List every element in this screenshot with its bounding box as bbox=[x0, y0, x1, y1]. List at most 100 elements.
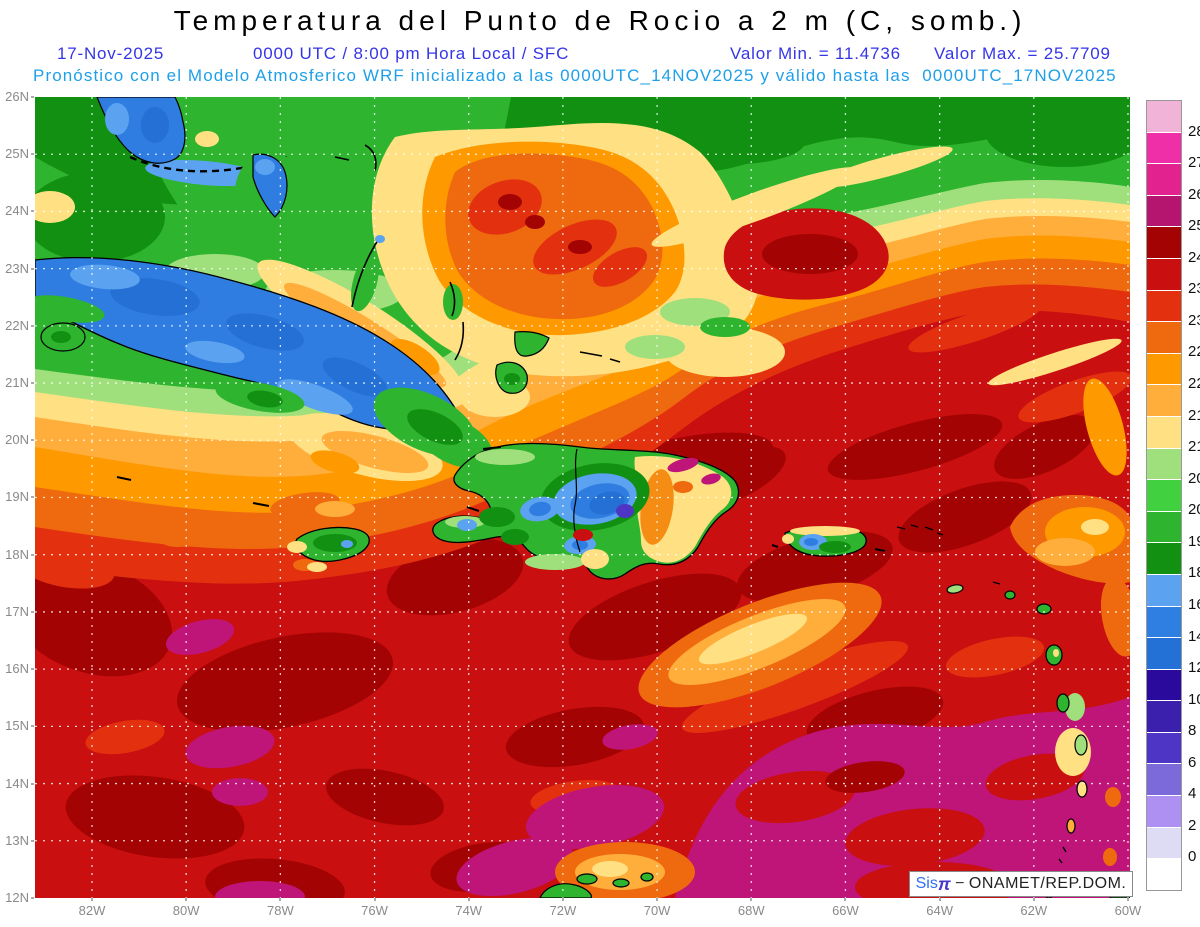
lat-label: 19N bbox=[5, 489, 29, 505]
southeast-orange-streak bbox=[638, 582, 909, 733]
lon-tick bbox=[750, 898, 753, 901]
lat-tick bbox=[31, 267, 34, 270]
colorbar-segment bbox=[1147, 574, 1181, 607]
lat-label: 15N bbox=[5, 718, 29, 734]
colorbar-segment bbox=[1147, 416, 1181, 449]
tortuga-island bbox=[482, 446, 502, 450]
colorbar-label: 28 bbox=[1188, 122, 1200, 140]
colorbar-segment bbox=[1147, 290, 1181, 323]
lon-label: 74W bbox=[455, 903, 483, 918]
lat-label: 21N bbox=[5, 375, 29, 391]
colorbar-label: 14 bbox=[1188, 627, 1200, 645]
lat-label: 12N bbox=[5, 889, 29, 905]
watermark-org: ONAMET/REP.DOM. bbox=[968, 875, 1127, 892]
colorbar-label: 4 bbox=[1188, 785, 1197, 803]
colorbar-label: 2 bbox=[1188, 816, 1197, 834]
colorbar-segment bbox=[1147, 796, 1181, 828]
lon-tick bbox=[467, 898, 470, 901]
lat-tick bbox=[31, 496, 34, 499]
east-edge-orange-zone bbox=[1010, 495, 1130, 657]
lon-tick bbox=[656, 898, 659, 901]
lon-tick bbox=[938, 898, 941, 901]
lat-label: 24N bbox=[5, 203, 29, 219]
colorbar-segment bbox=[1147, 543, 1181, 575]
lon-tick bbox=[844, 898, 847, 901]
lon-label: 62W bbox=[1020, 903, 1048, 918]
pi-icon: π bbox=[937, 873, 951, 894]
colorbar bbox=[1146, 100, 1182, 891]
lon-tick bbox=[279, 898, 282, 901]
hispaniola-island bbox=[432, 442, 740, 580]
lat-label: 23N bbox=[5, 260, 29, 276]
lon-tick bbox=[185, 898, 188, 901]
lon-label: 60W bbox=[1114, 903, 1142, 918]
page-title: Temperatura del Punto de Rocio a 2 m (C,… bbox=[173, 5, 1027, 36]
magenta-patches bbox=[165, 619, 1130, 898]
lon-label: 76W bbox=[361, 903, 388, 918]
lat-tick bbox=[31, 896, 34, 899]
value-min-label: Valor Min. = 11.4736 bbox=[730, 44, 901, 63]
colorbar-label: 20.5 bbox=[1188, 469, 1200, 487]
colorbar-label: 18 bbox=[1188, 564, 1200, 582]
lon-label: 64W bbox=[926, 903, 953, 918]
colorbar-segment bbox=[1147, 195, 1181, 228]
colorbar-segment bbox=[1147, 638, 1181, 670]
colorbar-segment bbox=[1147, 258, 1181, 291]
lat-tick bbox=[31, 553, 34, 556]
watermark-brand: Sis bbox=[915, 875, 938, 892]
colorbar-label: 16 bbox=[1188, 595, 1200, 613]
puerto-rico-island bbox=[771, 526, 886, 557]
lat-tick bbox=[31, 839, 34, 842]
forecast-time: 0000 UTC / 8:00 pm Hora Local / SFC bbox=[253, 44, 570, 63]
colorbar-label: 19 bbox=[1188, 532, 1200, 550]
colorbar-segment bbox=[1147, 227, 1181, 259]
cayman-islands bbox=[116, 476, 132, 481]
colorbar-label: 27 bbox=[1188, 154, 1200, 172]
colorbar-segment bbox=[1147, 480, 1181, 512]
colorbar-label: 0 bbox=[1188, 848, 1197, 866]
colorbar-segment bbox=[1147, 101, 1181, 133]
lon-label: 80W bbox=[172, 903, 200, 918]
watermark-box: Sis π − ONAMET/REP.DOM. bbox=[909, 871, 1133, 897]
colorbar-segment bbox=[1147, 385, 1181, 417]
colorbar-segment bbox=[1147, 448, 1181, 481]
lat-tick bbox=[31, 725, 34, 728]
lat-label: 13N bbox=[5, 832, 29, 848]
lat-label: 17N bbox=[5, 603, 29, 619]
colorbar-label: 25 bbox=[1188, 217, 1200, 235]
lat-label: 22N bbox=[5, 317, 29, 333]
colorbar-segment bbox=[1147, 701, 1181, 733]
cuba-island bbox=[35, 257, 493, 510]
florida-keys bbox=[129, 155, 288, 173]
watermark-dash: − bbox=[950, 875, 969, 892]
lat-label: 20N bbox=[5, 432, 29, 448]
colorbar-label: 22.5 bbox=[1188, 343, 1200, 361]
violet-core bbox=[616, 504, 634, 518]
forecast-date: 17-Nov-2025 bbox=[57, 44, 165, 63]
lat-tick bbox=[31, 324, 34, 327]
colorbar-label: 23.5 bbox=[1188, 280, 1200, 298]
colorbar-segment bbox=[1147, 164, 1181, 196]
colorbar-segment bbox=[1147, 827, 1181, 860]
lon-label: 78W bbox=[266, 903, 294, 918]
lat-tick bbox=[31, 668, 34, 671]
colorbar-label: 10 bbox=[1188, 690, 1200, 708]
lat-tick bbox=[31, 439, 34, 442]
lat-tick bbox=[31, 153, 34, 156]
lon-tick bbox=[91, 898, 93, 901]
gonave-island bbox=[466, 506, 480, 512]
colorbar-segment bbox=[1147, 132, 1181, 165]
gridlines bbox=[35, 97, 1130, 898]
colorbar-label: 21.5 bbox=[1188, 406, 1200, 424]
lat-label: 14N bbox=[5, 775, 29, 791]
lon-tick bbox=[561, 898, 564, 901]
vieques-island bbox=[874, 548, 886, 552]
colorbar-segment bbox=[1147, 859, 1181, 890]
florida-peninsula bbox=[96, 97, 288, 187]
colorbar-segment bbox=[1147, 322, 1181, 354]
lon-tick bbox=[1126, 898, 1129, 901]
lon-tick bbox=[373, 898, 376, 901]
lon-label: 72W bbox=[549, 903, 577, 918]
colorbar-segment bbox=[1147, 353, 1181, 386]
